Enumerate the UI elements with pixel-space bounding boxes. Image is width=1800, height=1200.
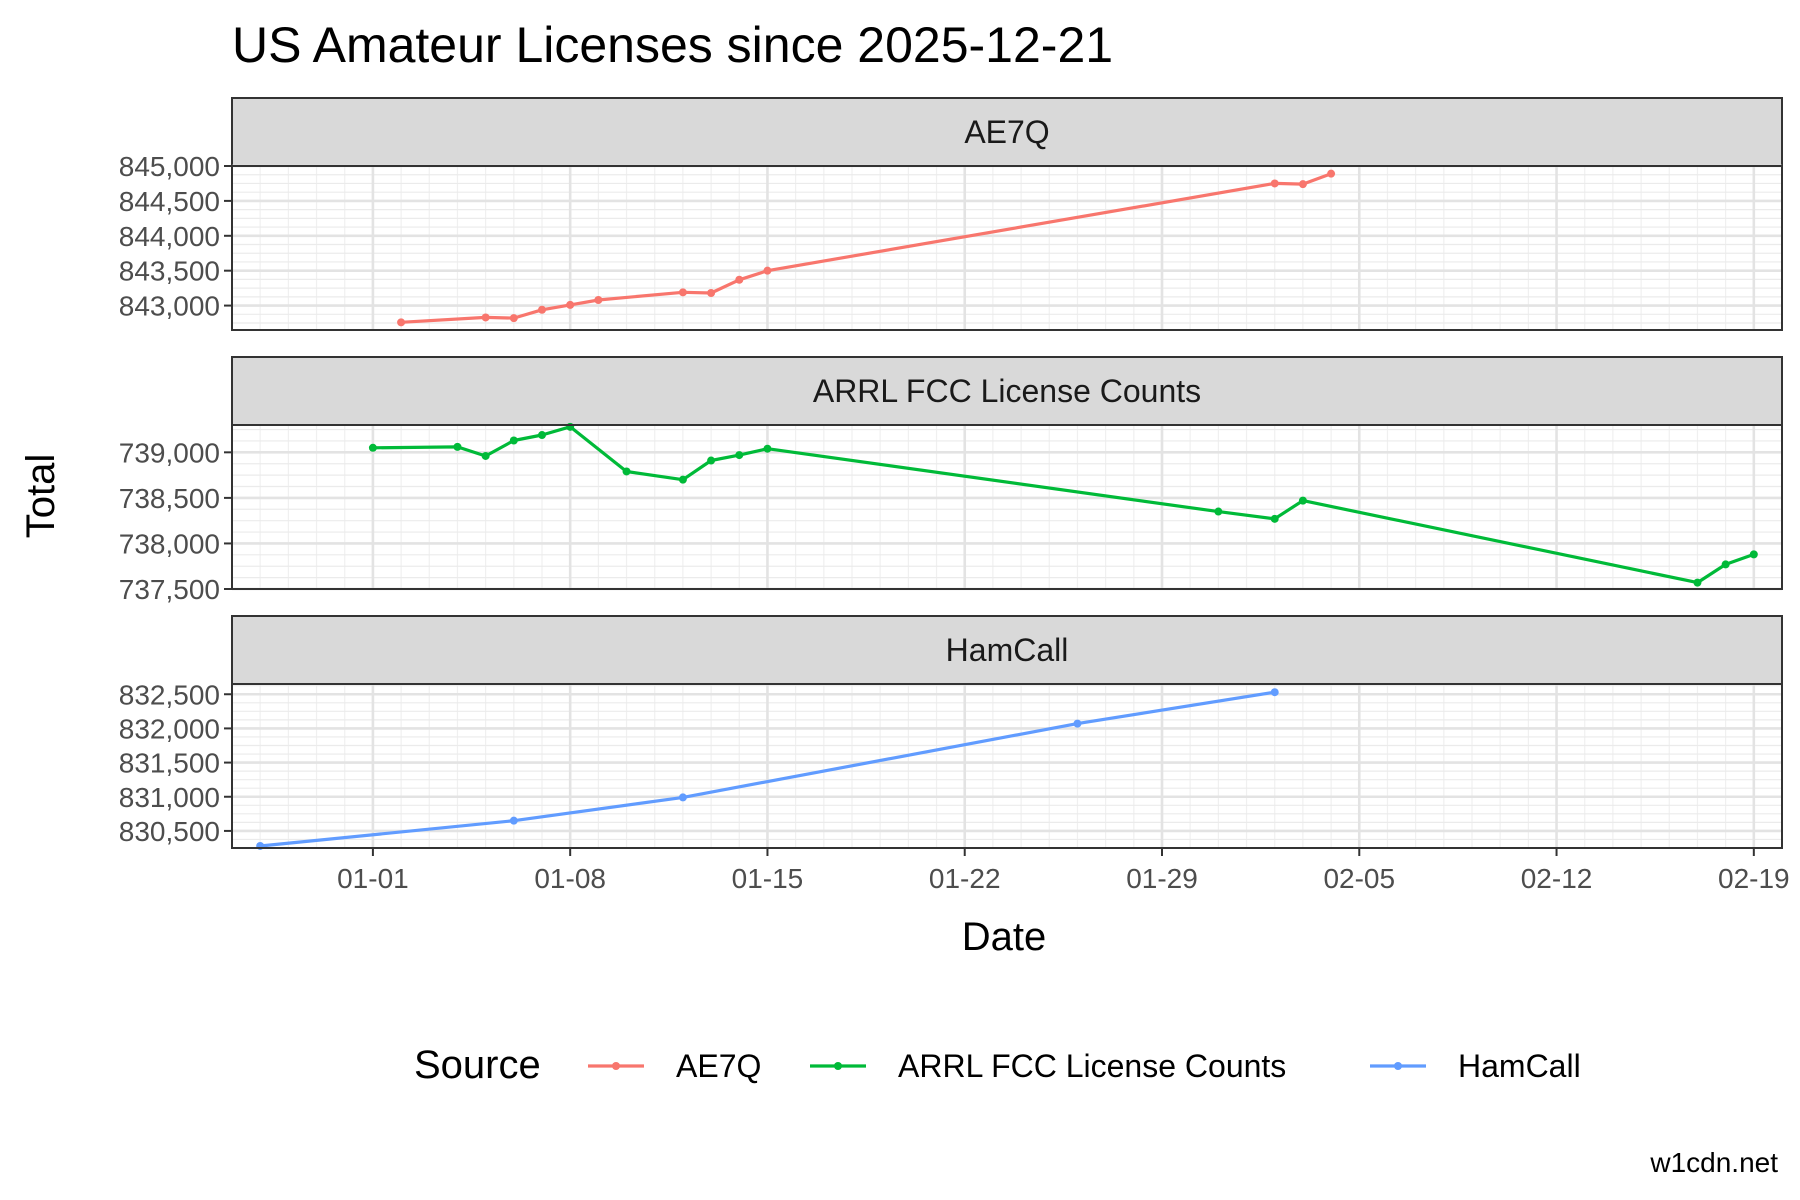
data-point: [1298, 180, 1307, 189]
panel-border: [231, 165, 1783, 331]
y-tick-label: 830,500: [119, 816, 220, 847]
data-point: [481, 313, 490, 322]
data-point: [735, 275, 744, 284]
y-tick-label: 832,000: [119, 713, 220, 744]
data-point: [678, 475, 687, 484]
data-point: [707, 456, 716, 465]
data-point: [509, 314, 518, 323]
data-point: [594, 295, 603, 304]
facet-panel-1: ARRL FCC License Counts 737,500 738,000 738…: [119, 356, 1783, 605]
data-point: [1073, 719, 1082, 728]
facet-strip: [231, 97, 1783, 167]
plot-background: [232, 166, 1782, 330]
x-tick-label: 01-29: [1126, 863, 1198, 894]
x-tick-label: 02-12: [1521, 863, 1593, 894]
data-point: [509, 816, 518, 825]
x-tick-label: 02-19: [1718, 863, 1790, 894]
y-tick-label: 832,500: [119, 679, 220, 710]
data-point: [763, 266, 772, 275]
data-point: [1270, 179, 1279, 188]
data-point: [1693, 578, 1702, 587]
data-point: [481, 451, 490, 460]
x-axis: 01-01 01-08 01-15 01-22 01-29 02-05 02-12 02-19: [337, 848, 1790, 894]
y-axis-title: Total: [19, 454, 63, 539]
data-point: [538, 431, 546, 440]
data-point: [509, 436, 518, 445]
data-point: [1749, 550, 1758, 559]
legend-key-point: [1394, 1062, 1402, 1070]
x-tick-label: 01-01: [337, 863, 409, 894]
legend-key-point: [834, 1062, 842, 1070]
data-point: [678, 288, 687, 297]
data-point: [735, 451, 744, 460]
y-tick-label: 738,000: [119, 528, 220, 559]
x-tick-label: 01-08: [534, 863, 606, 894]
x-tick-label: 01-22: [929, 863, 1001, 894]
y-tick-label: 831,000: [119, 782, 220, 813]
caption: w1cdn.net: [1649, 1147, 1778, 1178]
x-tick-label: 02-05: [1323, 863, 1395, 894]
y-tick-label: 843,000: [119, 291, 220, 322]
legend-entry-label: HamCall: [1458, 1048, 1581, 1084]
legend-entry-label: ARRL FCC License Counts: [898, 1048, 1286, 1084]
facet-strip-label: HamCall: [946, 632, 1069, 668]
facet-panels: AE7Q843,000843,500844,000844,500845,000A…: [119, 97, 1783, 850]
y-tick-label: 739,000: [119, 437, 220, 468]
facet-strip: [231, 356, 1783, 426]
facet-panel-0: AE7Q 843,000 843,500 844,000 844,500 845,000: [119, 97, 1783, 331]
y-tick-label: 831,500: [119, 748, 220, 779]
plot-background: [232, 684, 1782, 848]
panel-border: [231, 424, 1783, 590]
data-point: [1298, 496, 1307, 505]
data-point: [397, 318, 406, 327]
panel-border: [231, 683, 1783, 849]
y-tick-label: 844,500: [119, 186, 220, 217]
facet-strip-label: AE7Q: [964, 114, 1049, 150]
facet-strip-label: ARRL FCC License Counts: [813, 373, 1201, 409]
data-point: [1270, 688, 1279, 697]
y-tick-label: 844,000: [119, 221, 220, 252]
data-point: [538, 305, 546, 314]
x-tick-label: 01-15: [732, 863, 804, 894]
facet-strip: [231, 615, 1783, 685]
legend-title: Source: [414, 1043, 541, 1087]
y-tick-label: 843,500: [119, 256, 220, 287]
y-tick-label: 737,500: [119, 574, 220, 605]
data-point: [1270, 514, 1279, 523]
legend-key-point: [612, 1062, 620, 1070]
chart-title: US Amateur Licenses since 2025-12-21: [232, 17, 1113, 73]
y-tick-label: 738,500: [119, 483, 220, 514]
data-point: [453, 442, 462, 451]
legend: Source AE7Q ARRL FCC License Counts HamCal…: [414, 1043, 1581, 1087]
data-point: [763, 444, 772, 453]
data-point: [707, 289, 716, 298]
legend-entry-label: AE7Q: [676, 1048, 761, 1084]
data-point: [566, 300, 575, 309]
data-point: [678, 793, 687, 802]
data-point: [1721, 560, 1730, 569]
y-tick-label: 845,000: [119, 151, 220, 182]
data-point: [368, 443, 377, 452]
data-point: [1214, 507, 1223, 516]
data-point: [622, 467, 631, 476]
x-axis-title: Date: [962, 915, 1047, 959]
data-point: [1327, 169, 1336, 178]
